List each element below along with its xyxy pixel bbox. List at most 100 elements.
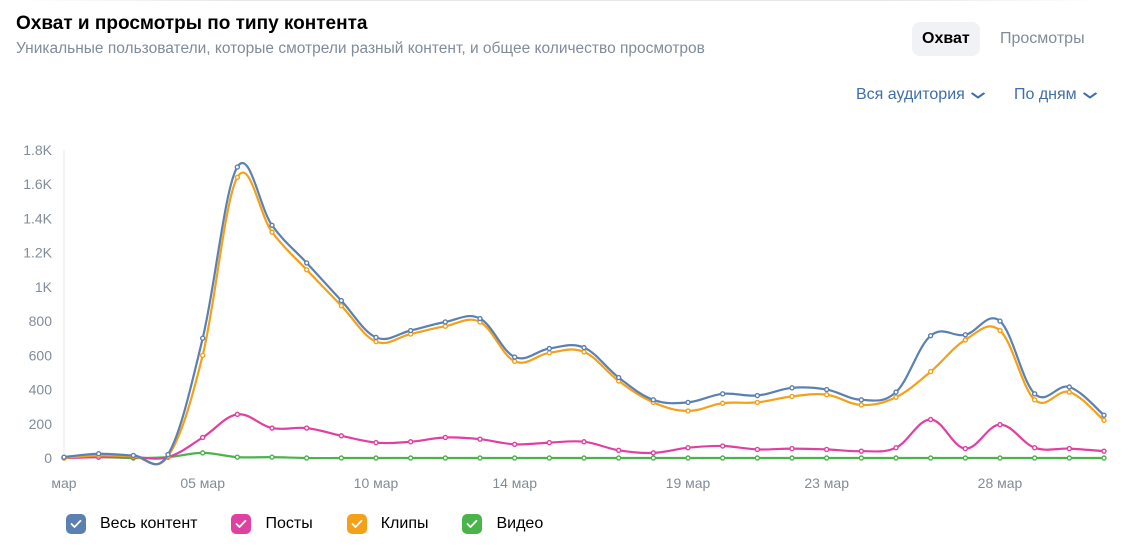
y-tick-label: 600 bbox=[29, 347, 53, 363]
data-point-2 bbox=[1101, 417, 1107, 424]
data-point-1 bbox=[650, 450, 657, 456]
data-point-1 bbox=[199, 434, 206, 441]
data-point-1 bbox=[893, 445, 899, 451]
data-point-0 bbox=[893, 389, 899, 395]
audience-dropdown-label: Вся аудитория bbox=[856, 86, 965, 103]
legend-item[interactable]: Весь контент bbox=[66, 514, 197, 534]
data-point-3 bbox=[823, 455, 830, 461]
data-point-2 bbox=[858, 402, 865, 408]
data-point-2 bbox=[685, 408, 691, 414]
data-point-2 bbox=[373, 338, 379, 345]
y-tick-label: 1.4K bbox=[23, 210, 52, 226]
data-point-0 bbox=[581, 344, 587, 351]
legend-item[interactable]: Клипы bbox=[346, 514, 429, 534]
data-point-0 bbox=[477, 315, 483, 322]
data-point-3 bbox=[858, 455, 865, 461]
x-tick-label: 14 мар bbox=[492, 475, 537, 491]
data-point-0 bbox=[823, 386, 830, 393]
series-line-1 bbox=[63, 413, 1105, 460]
data-point-0 bbox=[338, 297, 345, 304]
data-point-3 bbox=[199, 450, 206, 456]
data-point-2 bbox=[581, 349, 587, 355]
check-icon[interactable] bbox=[66, 514, 86, 534]
data-point-2 bbox=[789, 393, 795, 400]
data-point-0 bbox=[234, 164, 241, 170]
data-point-1 bbox=[1101, 448, 1107, 454]
legend-item[interactable]: Видео bbox=[462, 514, 543, 534]
data-point-2 bbox=[1031, 397, 1038, 403]
chevron-down-icon bbox=[1082, 88, 1097, 102]
page-title: Охват и просмотры по типу контента bbox=[16, 13, 368, 34]
data-point-2 bbox=[893, 394, 899, 400]
data-point-1 bbox=[234, 411, 241, 418]
data-point-1 bbox=[823, 446, 830, 453]
data-point-2 bbox=[303, 267, 310, 273]
data-point-0 bbox=[719, 391, 726, 397]
data-point-0 bbox=[789, 385, 795, 391]
data-point-1 bbox=[719, 443, 726, 449]
check-icon[interactable] bbox=[346, 514, 367, 534]
data-point-1 bbox=[373, 439, 379, 446]
data-point-2 bbox=[234, 174, 241, 181]
period-dropdown-label: По дням bbox=[1014, 86, 1077, 103]
period-dropdown[interactable]: По дням bbox=[1014, 86, 1097, 104]
data-point-1 bbox=[685, 445, 691, 451]
tab-reach[interactable]: Охват bbox=[912, 22, 980, 56]
data-point-2 bbox=[511, 358, 518, 365]
data-point-3 bbox=[615, 455, 622, 461]
data-point-3 bbox=[962, 455, 969, 461]
data-point-1 bbox=[338, 433, 345, 439]
legend-item[interactable]: Посты bbox=[231, 514, 313, 534]
data-point-3 bbox=[511, 455, 518, 461]
data-point-2 bbox=[1066, 389, 1073, 395]
data-point-0 bbox=[199, 335, 206, 341]
data-point-0 bbox=[927, 332, 934, 339]
data-point-0 bbox=[511, 354, 518, 360]
data-point-0 bbox=[61, 454, 67, 460]
check-icon[interactable] bbox=[462, 514, 483, 534]
data-point-3 bbox=[789, 455, 795, 461]
chart-legend: Весь контент Посты Клипы Видео bbox=[66, 514, 577, 534]
data-point-3 bbox=[1066, 455, 1073, 461]
y-tick-label: 0 bbox=[44, 450, 52, 466]
x-tick-label: 19 мар bbox=[666, 475, 711, 491]
data-point-3 bbox=[719, 455, 726, 461]
data-point-0 bbox=[442, 319, 449, 325]
data-point-1 bbox=[927, 416, 934, 423]
data-point-3 bbox=[1031, 455, 1038, 461]
data-point-0 bbox=[1031, 391, 1038, 397]
audience-dropdown[interactable]: Вся аудитория bbox=[856, 86, 985, 104]
data-point-0 bbox=[407, 327, 414, 334]
data-point-0 bbox=[1101, 412, 1107, 418]
data-point-0 bbox=[615, 374, 622, 381]
data-point-0 bbox=[685, 399, 691, 406]
data-point-1 bbox=[1066, 445, 1073, 452]
data-point-1 bbox=[581, 439, 587, 445]
y-tick-label: 800 bbox=[29, 313, 53, 329]
data-point-0 bbox=[130, 452, 137, 459]
x-tick-label: 28 мар bbox=[978, 475, 1023, 491]
data-point-0 bbox=[962, 332, 969, 338]
data-point-0 bbox=[650, 397, 657, 403]
chevron-down-icon bbox=[970, 88, 985, 102]
data-point-3 bbox=[303, 455, 310, 461]
data-point-1 bbox=[615, 447, 622, 453]
data-point-3 bbox=[477, 455, 483, 461]
data-point-1 bbox=[546, 439, 553, 446]
tab-views[interactable]: Просмотры bbox=[1000, 30, 1085, 47]
legend-label: Посты bbox=[265, 515, 313, 532]
data-point-3 bbox=[407, 455, 414, 461]
check-icon[interactable] bbox=[231, 514, 252, 534]
data-point-2 bbox=[754, 399, 761, 406]
data-point-3 bbox=[234, 454, 241, 460]
data-point-1 bbox=[754, 446, 761, 453]
data-point-2 bbox=[719, 400, 726, 406]
data-point-1 bbox=[269, 425, 275, 431]
data-point-1 bbox=[511, 441, 518, 448]
legend-label: Весь контент bbox=[100, 515, 198, 532]
data-point-0 bbox=[997, 318, 1003, 324]
data-point-2 bbox=[338, 303, 345, 309]
legend-label: Клипы bbox=[380, 515, 429, 532]
data-point-3 bbox=[338, 455, 345, 461]
page-subtitle: Уникальные пользователи, которые смотрел… bbox=[16, 40, 705, 57]
